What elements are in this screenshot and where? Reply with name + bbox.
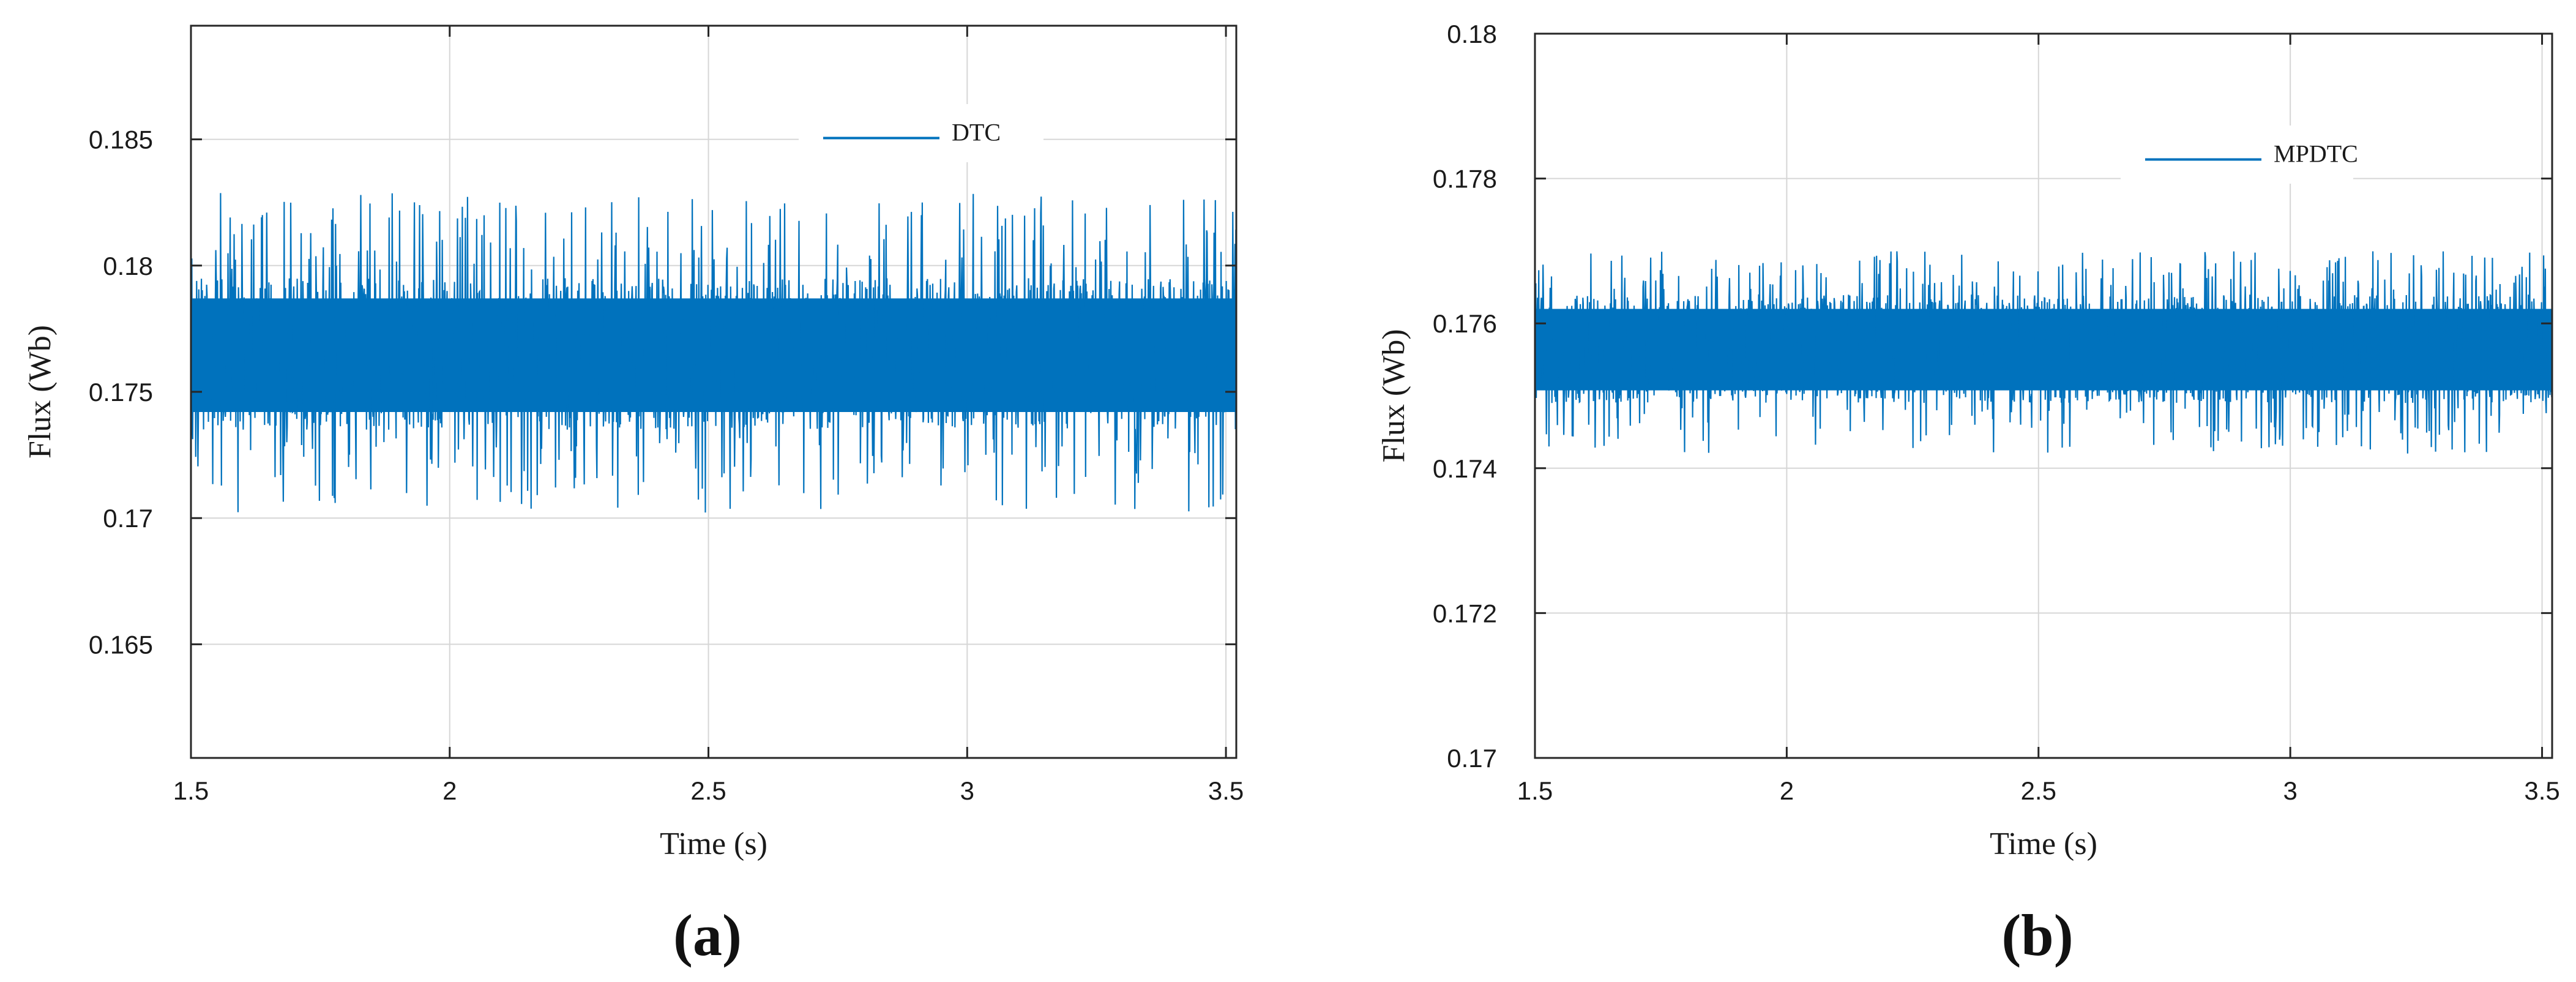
y-tick-label: 0.175 xyxy=(89,378,153,407)
x-tick-labels-b: 1.5 2 2.5 3 3.5 xyxy=(1517,776,2560,805)
chart-b: 1.5 2 2.5 3 3.5 0.17 0.172 0.174 0.176 0.178 0.18… xyxy=(1376,20,2560,968)
y-axis-label-b: Flux (Wb) xyxy=(1376,329,1411,462)
legend-box-a xyxy=(799,104,1043,162)
x-tick-label: 1.5 xyxy=(1517,776,1553,805)
x-tick-label: 3 xyxy=(2283,776,2297,805)
legend-label-mpdtc: MPDTC xyxy=(2274,140,2358,168)
tick-marks-b xyxy=(1534,32,2552,759)
panel-label-b: (b) xyxy=(2001,902,2073,968)
y-tick-label: 0.18 xyxy=(103,252,153,280)
y-tick-label: 0.17 xyxy=(103,504,153,533)
panel-label-a: (a) xyxy=(673,902,742,968)
series-mpdtc xyxy=(1534,251,2553,454)
x-tick-labels-a: 1.5 2 2.5 3 3.5 xyxy=(173,776,1244,805)
x-tick-label: 1.5 xyxy=(173,776,209,805)
y-tick-label: 0.176 xyxy=(1433,309,1497,338)
x-tick-label: 3 xyxy=(960,776,974,805)
legend-box-b xyxy=(2121,126,2353,184)
y-tick-labels-a: 0.165 0.17 0.175 0.18 0.185 xyxy=(89,126,153,659)
x-axis-label-b: Time (s) xyxy=(1990,826,2097,861)
legend-a: DTC xyxy=(799,104,1043,162)
axes-frame-b xyxy=(1534,32,2553,759)
tick-marks-a xyxy=(190,26,1236,758)
x-tick-label: 3.5 xyxy=(2524,776,2559,805)
y-tick-labels-b: 0.17 0.172 0.174 0.176 0.178 0.18 xyxy=(1433,20,1497,773)
x-tick-label: 2.5 xyxy=(2021,776,2056,805)
y-tick-label: 0.18 xyxy=(1447,20,1497,48)
series-line xyxy=(1534,251,2553,454)
grid-lines-b xyxy=(1534,33,2552,759)
y-tick-label: 0.172 xyxy=(1433,599,1497,628)
y-tick-label: 0.17 xyxy=(1447,744,1497,773)
x-tick-label: 2 xyxy=(1780,776,1794,805)
x-tick-label: 3.5 xyxy=(1208,776,1244,805)
y-tick-label: 0.185 xyxy=(89,126,153,154)
series-line xyxy=(190,193,1238,513)
y-tick-label: 0.178 xyxy=(1433,165,1497,193)
x-tick-label: 2.5 xyxy=(690,776,726,805)
series-dtc xyxy=(190,193,1238,513)
legend-label-dtc: DTC xyxy=(952,119,1001,146)
y-axis-label-a: Flux (Wb) xyxy=(23,325,58,459)
x-axis-label-a: Time (s) xyxy=(660,826,767,861)
y-tick-label: 0.174 xyxy=(1433,454,1497,483)
x-tick-label: 2 xyxy=(442,776,457,805)
y-tick-label: 0.165 xyxy=(89,630,153,659)
legend-b: MPDTC xyxy=(2121,126,2358,184)
